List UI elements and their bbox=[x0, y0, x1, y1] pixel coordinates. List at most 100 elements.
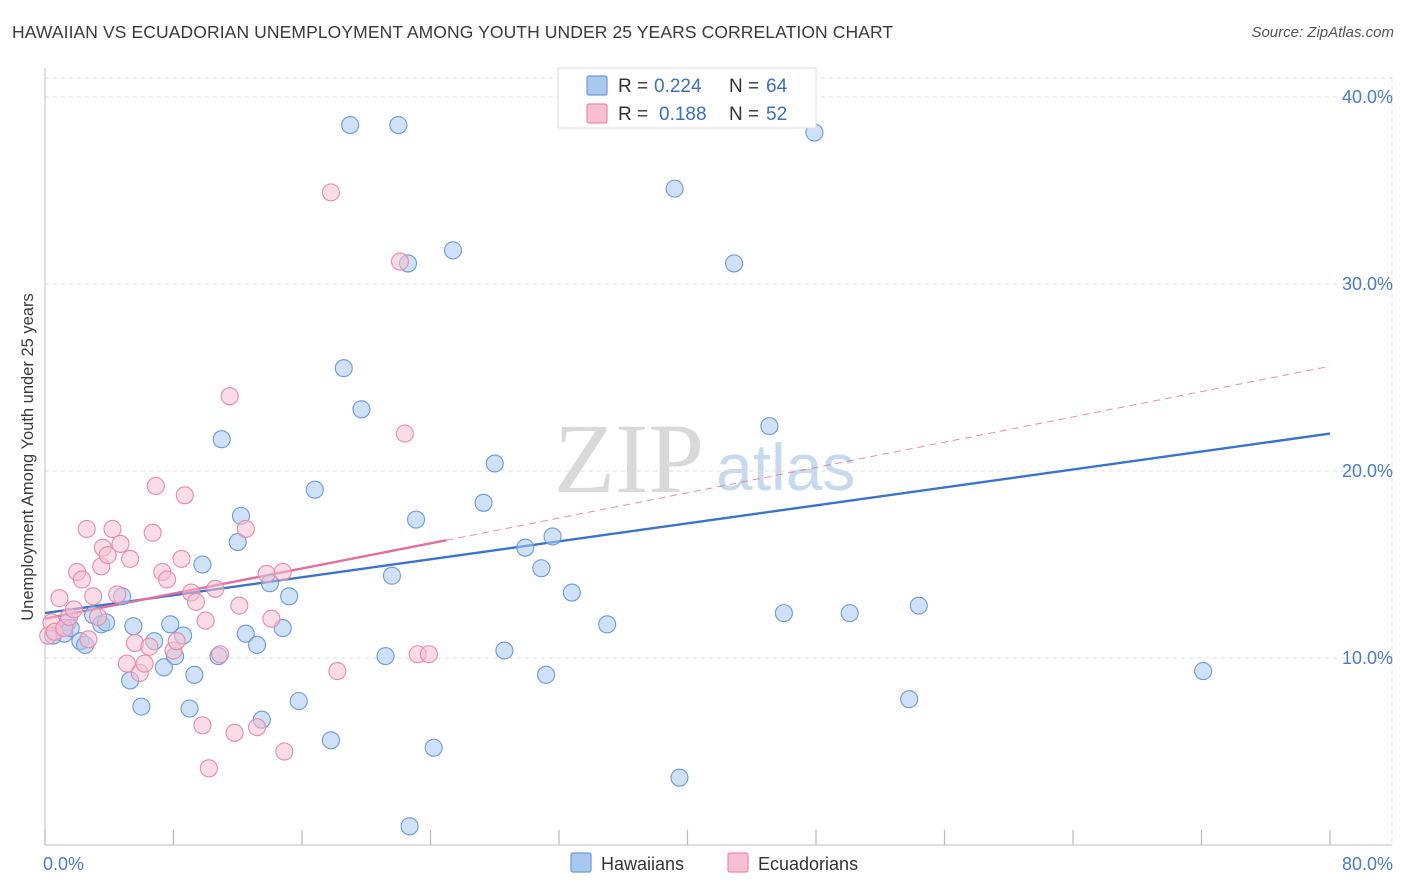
hawaiians-point bbox=[154, 658, 173, 677]
ecuadorians-point bbox=[143, 523, 162, 542]
ecuadorians-point bbox=[158, 570, 177, 589]
hawaiians-point bbox=[1194, 662, 1213, 681]
hawaiians-point bbox=[132, 697, 151, 716]
hawaiians-point bbox=[424, 738, 443, 757]
legend-row-hawaiians: R = 0.224 N = 64 bbox=[618, 76, 788, 97]
x-tick-label-min: 0.0% bbox=[43, 854, 84, 874]
hawaiians-trend-line bbox=[44, 432, 1331, 615]
hawaiians-point bbox=[193, 555, 212, 574]
ecuadorians-point bbox=[257, 564, 276, 583]
hawaiians-point bbox=[247, 635, 267, 654]
hawaiians-point bbox=[161, 615, 180, 634]
data-points bbox=[39, 116, 1213, 836]
hawaiians-point bbox=[670, 768, 689, 787]
ecuadorians-point bbox=[199, 759, 218, 778]
legend-swatch-ecuadorians bbox=[586, 103, 608, 124]
hawaiians-point bbox=[532, 559, 551, 578]
y-tick-label: 20.0% bbox=[1342, 461, 1393, 481]
watermark-zip: ZIP bbox=[554, 403, 704, 514]
hawaiians-point bbox=[725, 254, 744, 273]
legend-r-value: 0.188 bbox=[659, 104, 707, 125]
ecuadorians-point bbox=[211, 645, 230, 664]
hawaiians-point bbox=[185, 665, 204, 684]
ecuadorians-point bbox=[275, 742, 294, 761]
hawaiians-point bbox=[400, 817, 419, 836]
hawaiians-point bbox=[516, 538, 535, 557]
hawaiians-point bbox=[289, 691, 308, 711]
y-tick-label: 30.0% bbox=[1342, 274, 1393, 294]
ecuadorians-point bbox=[236, 519, 255, 539]
ecuadorians-point bbox=[79, 630, 98, 649]
ecuadorians-point bbox=[140, 637, 159, 656]
legend-n-value: 64 bbox=[766, 76, 788, 97]
ecuadorians-point bbox=[172, 549, 191, 568]
hawaiians-point bbox=[334, 359, 353, 378]
ecuadorians-point bbox=[121, 549, 140, 568]
series-legend-swatch-ecuadorians bbox=[727, 852, 749, 873]
ecuadorians-point bbox=[103, 519, 122, 539]
ecuadorians-point bbox=[247, 718, 267, 737]
legend-swatch-hawaiians bbox=[586, 75, 608, 96]
source-credit: Source: ZipAtlas.com bbox=[1251, 24, 1394, 41]
ecuadorians-point bbox=[273, 562, 292, 582]
ecuadorians-point bbox=[175, 486, 194, 505]
hawaiians-point bbox=[124, 617, 143, 636]
ecuadorians-point bbox=[111, 534, 130, 553]
hawaiians-point bbox=[474, 493, 493, 512]
ecuadorians-point bbox=[196, 611, 215, 630]
ecuadorians-point bbox=[135, 654, 154, 673]
correlation-legend: R = 0.224 N = 64 R = 0.188 N = 52 bbox=[557, 67, 817, 129]
ecuadorians-trend-line bbox=[44, 539, 447, 620]
hawaiians-point bbox=[305, 480, 324, 499]
hawaiians-point bbox=[909, 596, 928, 615]
series-legend-ecuadorians: Ecuadorians bbox=[758, 854, 858, 874]
x-tick-label-max: 80.0% bbox=[1342, 854, 1393, 874]
hawaiians-point bbox=[774, 604, 793, 623]
hawaiians-point bbox=[212, 430, 231, 449]
ecuadorians-point bbox=[108, 585, 127, 604]
legend-row-ecuadorians: R = 0.188 N = 52 bbox=[618, 104, 787, 125]
hawaiians-point bbox=[382, 566, 402, 585]
y-tick-label: 10.0% bbox=[1342, 648, 1393, 668]
hawaiians-point bbox=[352, 400, 371, 419]
hawaiians-point bbox=[341, 116, 360, 135]
series-legend-swatch-hawaiians bbox=[570, 852, 592, 873]
hawaiians-point bbox=[228, 533, 247, 552]
ecuadorians-trend-extension bbox=[446, 365, 1331, 541]
ecuadorians-point bbox=[230, 596, 249, 615]
hawaiians-point bbox=[389, 116, 408, 135]
legend-n-label: N = bbox=[729, 76, 764, 97]
hawaiians-point bbox=[321, 731, 340, 750]
ecuadorians-point bbox=[50, 589, 69, 608]
ecuadorians-point bbox=[186, 592, 206, 611]
y-axis-label: Unemployment Among Youth under 25 years bbox=[19, 293, 37, 620]
ecuadorians-point bbox=[167, 632, 186, 651]
hawaiians-point bbox=[236, 624, 255, 643]
ecuadorians-point bbox=[146, 476, 165, 496]
hawaiians-point bbox=[495, 641, 514, 660]
hawaiians-point bbox=[840, 604, 859, 623]
ecuadorians-point bbox=[321, 183, 340, 202]
ecuadorians-point bbox=[419, 645, 438, 664]
hawaiians-point bbox=[180, 699, 199, 718]
hawaiians-point bbox=[485, 454, 504, 473]
ecuadorians-point bbox=[225, 723, 244, 742]
legend-r-label: R = bbox=[618, 104, 653, 125]
ecuadorians-point bbox=[206, 579, 225, 598]
y-tick-label: 40.0% bbox=[1342, 87, 1393, 107]
legend-n-value: 52 bbox=[766, 104, 787, 125]
trend-lines bbox=[44, 365, 1331, 620]
watermark-atlas: atlas bbox=[716, 430, 855, 504]
legend-n-label: N = bbox=[729, 104, 764, 125]
ecuadorians-point bbox=[193, 716, 212, 735]
hawaiians-point bbox=[760, 417, 779, 436]
ecuadorians-point bbox=[98, 546, 117, 565]
chart-title: HAWAIIAN VS ECUADORIAN UNEMPLOYMENT AMON… bbox=[12, 22, 894, 42]
ecuadorians-point bbox=[64, 600, 83, 619]
hawaiians-point bbox=[443, 241, 463, 260]
legend-r-label: R = bbox=[618, 76, 653, 97]
hawaiians-point bbox=[562, 583, 581, 602]
ecuadorians-point bbox=[117, 654, 136, 673]
ecuadorians-point bbox=[395, 424, 414, 443]
